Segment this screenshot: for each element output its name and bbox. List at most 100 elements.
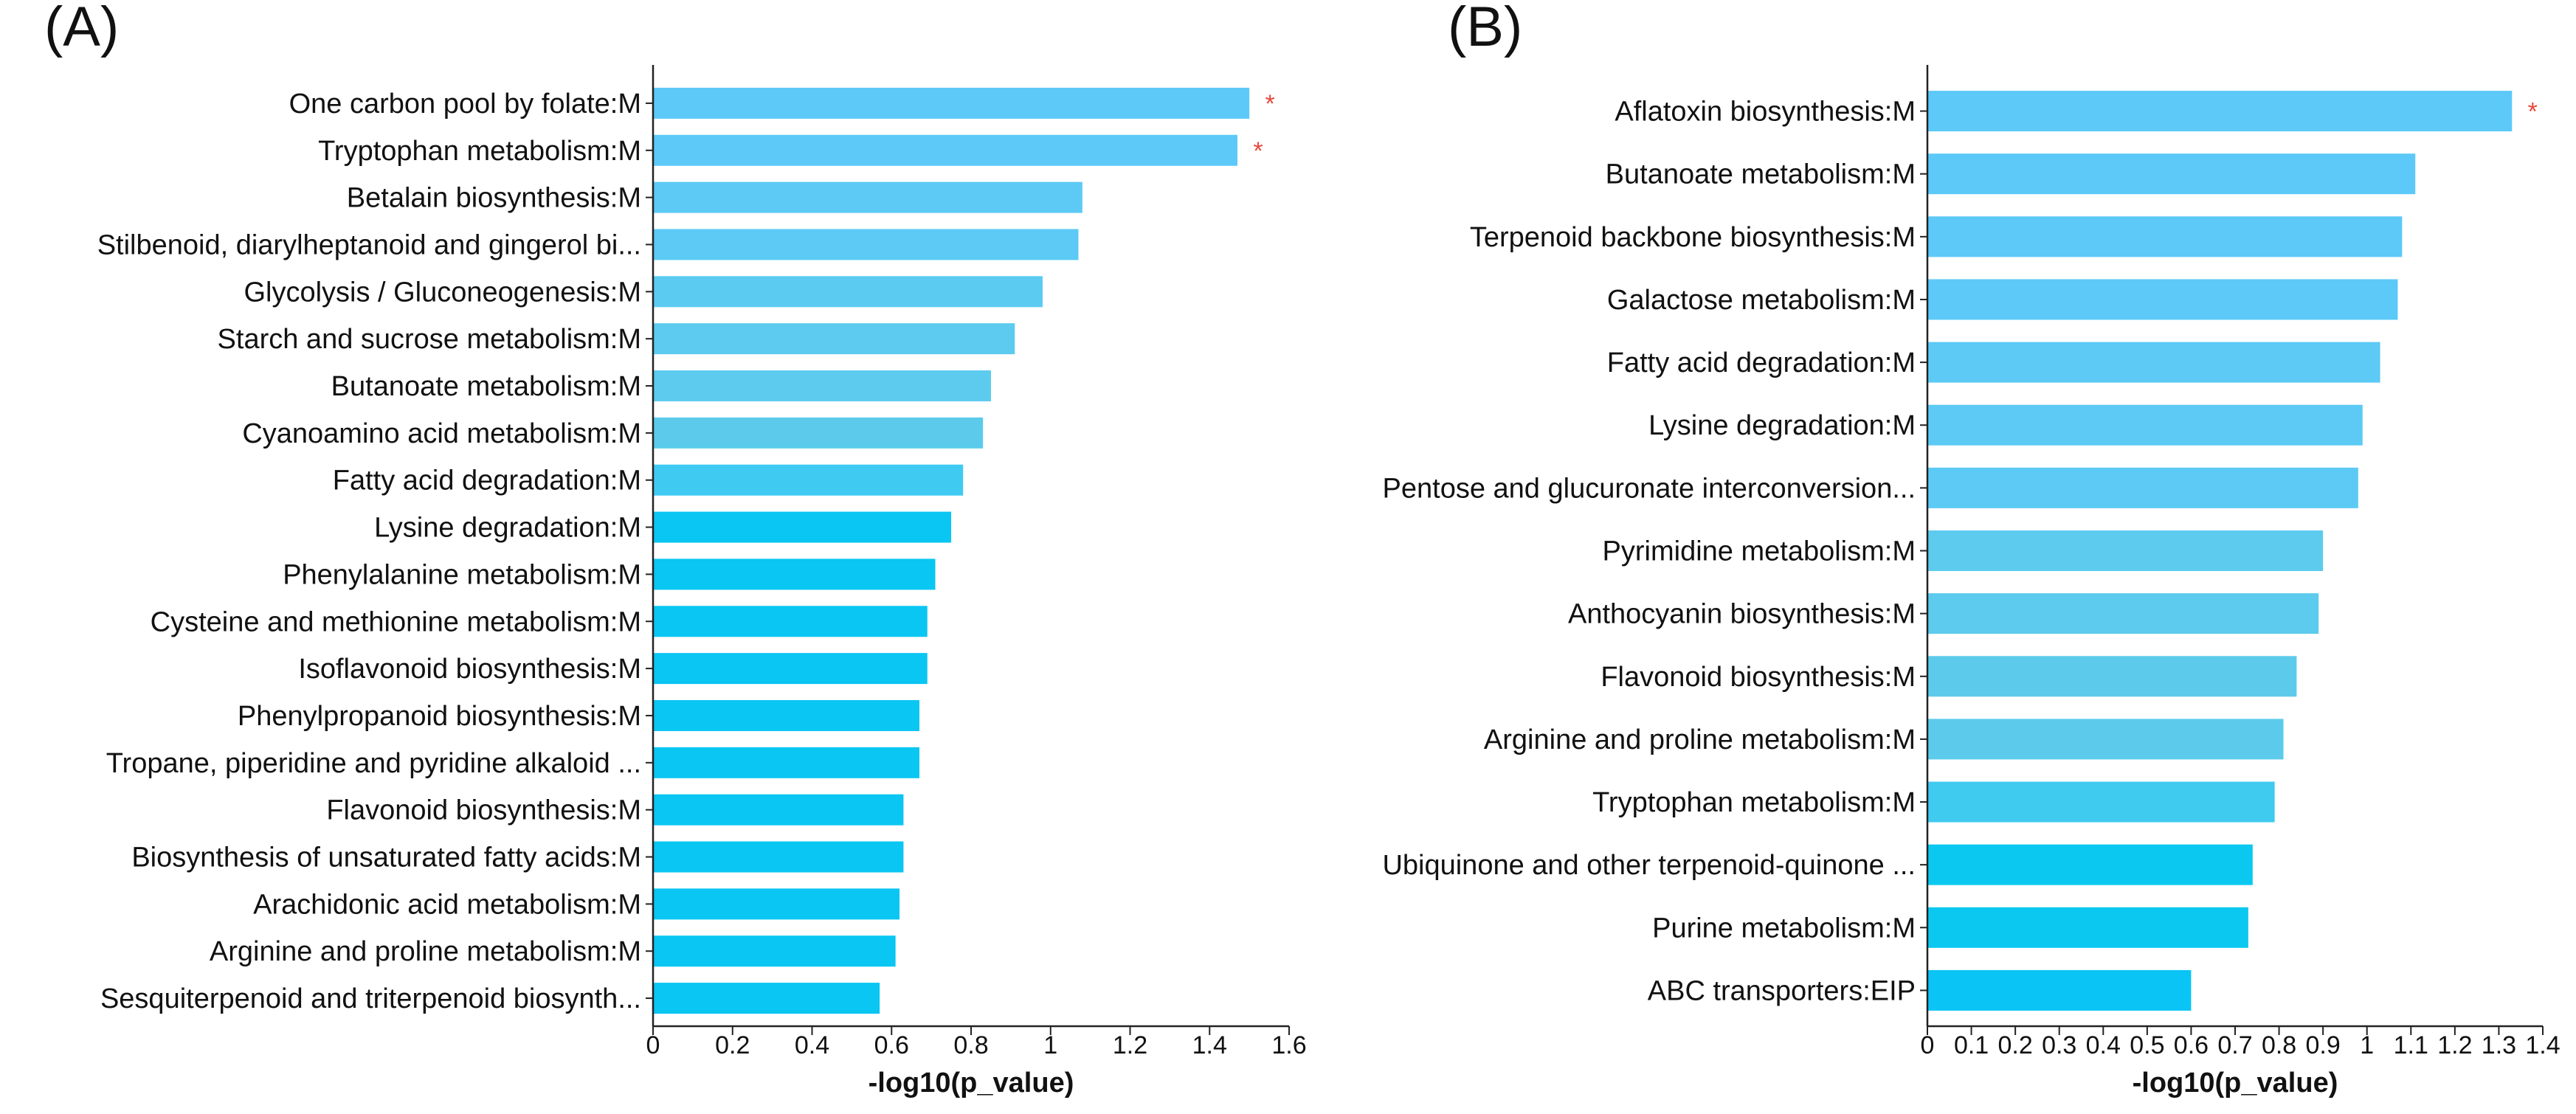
bar	[1927, 216, 2403, 257]
x-tick-label: 1.1	[2394, 1031, 2428, 1059]
x-tick-label: 1.4	[2525, 1031, 2560, 1059]
bar	[653, 229, 1079, 260]
bar	[653, 417, 984, 449]
bar	[653, 511, 952, 543]
x-tick-label: 1.6	[1271, 1031, 1306, 1059]
bar	[653, 653, 928, 685]
panel-label: (A)	[44, 0, 119, 58]
bar	[1927, 91, 2513, 132]
category-label: Tryptophan metabolism:M	[1592, 787, 1916, 818]
significance-marker: *	[1253, 137, 1263, 165]
x-tick-label: 0.1	[1954, 1031, 1989, 1059]
bar	[653, 699, 919, 731]
category-label: Ubiquinone and other terpenoid-quinone .…	[1382, 850, 1916, 881]
bar	[1927, 656, 2297, 697]
category-label: Flavonoid biosynthesis:M	[326, 795, 641, 826]
x-tick-label: 1.3	[2482, 1031, 2516, 1059]
bar	[653, 323, 1015, 355]
bar	[1927, 719, 2284, 760]
bar	[1927, 279, 2398, 320]
x-tick-label: 0	[1921, 1031, 1935, 1059]
bar	[653, 276, 1043, 308]
category-label: Fatty acid degradation:M	[333, 466, 641, 497]
category-label: One carbon pool by folate:M	[289, 89, 641, 120]
category-label: Stilbenoid, diarylheptanoid and gingerol…	[97, 229, 641, 260]
category-label: Fatty acid degradation:M	[1607, 347, 1916, 378]
category-label: ABC transporters:EIP	[1648, 975, 1916, 1006]
category-label: Pyrimidine metabolism:M	[1603, 536, 1916, 567]
bar	[1927, 969, 2192, 1011]
category-label: Galactose metabolism:M	[1607, 285, 1916, 316]
bar	[1927, 342, 2380, 383]
category-label: Tryptophan metabolism:M	[318, 136, 641, 167]
bar	[653, 794, 904, 826]
bar	[653, 747, 919, 778]
x-tick-label: 0.6	[874, 1031, 909, 1059]
category-label: Isoflavonoid biosynthesis:M	[298, 654, 641, 685]
x-tick-label: 0.3	[2042, 1031, 2076, 1059]
category-label: Pentose and glucuronate interconversion.…	[1383, 473, 1916, 504]
category-label: Flavonoid biosynthesis:M	[1600, 662, 1916, 693]
category-label: Sesquiterpenoid and triterpenoid biosynt…	[100, 983, 641, 1014]
x-tick-label: 0.6	[2174, 1031, 2209, 1059]
panel-label: (B)	[1448, 0, 1522, 58]
bar	[653, 983, 880, 1014]
x-tick-label: 0	[646, 1031, 660, 1059]
bar	[1927, 844, 2253, 885]
bar	[1927, 467, 2358, 508]
x-tick-label: 0.8	[2262, 1031, 2296, 1059]
x-tick-label: 0.4	[795, 1031, 829, 1059]
bar	[653, 87, 1250, 119]
chart-panel-a: (A) One carbon pool by folate:M * Tryptopha…	[44, 0, 1307, 1099]
x-tick-label: 1.2	[2437, 1031, 2472, 1059]
category-label: Tropane, piperidine and pyridine alkaloi…	[106, 748, 641, 779]
category-label: Cyanoamino acid metabolism:M	[242, 418, 641, 449]
category-label: Starch and sucrose metabolism:M	[218, 324, 641, 355]
category-label: Butanoate metabolism:M	[1606, 159, 1916, 190]
x-tick-label: 0.2	[1998, 1031, 2033, 1059]
x-tick-label: 1.2	[1113, 1031, 1147, 1059]
bar	[653, 181, 1082, 213]
x-axis-title: -log10(p_value)	[2133, 1068, 2338, 1099]
bar	[653, 370, 991, 402]
bar	[653, 134, 1237, 166]
chart-panel-b: (B) Aflatoxin biosynthesis:M * Butanoate me…	[1382, 0, 2560, 1099]
bar	[653, 464, 964, 496]
x-tick-label: 0.5	[2130, 1031, 2164, 1059]
x-tick-label: 1.4	[1192, 1031, 1227, 1059]
category-label: Purine metabolism:M	[1652, 913, 1916, 944]
x-tick-label: 1	[2360, 1031, 2374, 1059]
category-label: Aflatoxin biosynthesis:M	[1615, 97, 1916, 128]
bar	[1927, 593, 2319, 634]
category-label: Anthocyanin biosynthesis:M	[1568, 599, 1916, 630]
category-label: Terpenoid backbone biosynthesis:M	[1470, 222, 1916, 253]
category-label: Arginine and proline metabolism:M	[210, 936, 641, 967]
category-label: Lysine degradation:M	[1648, 410, 1916, 441]
category-label: Lysine degradation:M	[374, 513, 641, 544]
bar	[653, 841, 904, 873]
x-tick-label: 0.8	[953, 1031, 988, 1059]
category-label: Arginine and proline metabolism:M	[1484, 724, 1916, 755]
bar	[653, 935, 896, 967]
significance-marker: *	[1265, 90, 1275, 118]
category-label: Betalain biosynthesis:M	[347, 183, 641, 214]
x-axis-title: -log10(p_value)	[869, 1068, 1074, 1099]
x-tick-label: 0.9	[2306, 1031, 2341, 1059]
bar	[653, 888, 900, 920]
category-label: Biosynthesis of unsaturated fatty acids:…	[131, 843, 641, 873]
category-label: Phenylalanine metabolism:M	[283, 559, 641, 590]
bar	[1927, 781, 2275, 823]
bar	[1927, 530, 2324, 571]
x-tick-label: 1	[1043, 1031, 1057, 1059]
category-label: Arachidonic acid metabolism:M	[253, 889, 641, 920]
bar	[653, 606, 928, 637]
x-tick-label: 0.4	[2086, 1031, 2121, 1059]
category-label: Phenylpropanoid biosynthesis:M	[238, 701, 641, 732]
x-tick-label: 0.7	[2217, 1031, 2252, 1059]
bar	[1927, 907, 2248, 948]
category-label: Butanoate metabolism:M	[331, 371, 641, 402]
category-label: Glycolysis / Gluconeogenesis:M	[244, 277, 641, 308]
x-tick-label: 0.2	[715, 1031, 750, 1059]
category-label: Cysteine and methionine metabolism:M	[151, 606, 641, 637]
bar	[653, 558, 936, 590]
